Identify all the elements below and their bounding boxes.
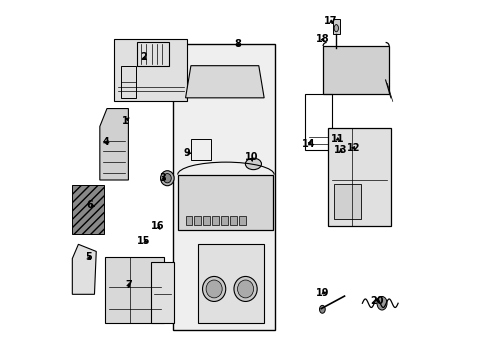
Bar <box>194 216 201 225</box>
Text: 6: 6 <box>87 200 93 210</box>
Bar <box>230 216 236 225</box>
Text: 19: 19 <box>316 288 329 297</box>
Bar <box>332 19 339 33</box>
Ellipse shape <box>160 171 174 186</box>
Bar <box>333 184 360 219</box>
Bar <box>328 128 390 226</box>
Bar <box>212 216 218 225</box>
Ellipse shape <box>376 296 386 310</box>
Text: 5: 5 <box>85 252 92 262</box>
Bar <box>105 257 164 323</box>
Text: 15: 15 <box>137 236 150 246</box>
Text: 16: 16 <box>151 221 164 231</box>
Bar <box>114 39 187 102</box>
Text: 9: 9 <box>183 148 190 158</box>
Bar <box>178 175 272 230</box>
Text: 7: 7 <box>125 280 131 291</box>
Text: 4: 4 <box>102 138 109 148</box>
Text: 3: 3 <box>160 173 166 183</box>
Bar <box>323 46 388 94</box>
Ellipse shape <box>245 158 261 170</box>
Text: 17: 17 <box>323 16 336 26</box>
Bar <box>173 44 274 330</box>
Bar <box>305 94 331 150</box>
Bar <box>239 216 245 225</box>
Polygon shape <box>185 66 264 98</box>
Ellipse shape <box>163 174 171 183</box>
Bar <box>190 139 210 160</box>
Text: 13: 13 <box>333 145 347 155</box>
Text: 11: 11 <box>330 134 344 144</box>
Ellipse shape <box>233 276 257 301</box>
Ellipse shape <box>202 276 225 301</box>
Ellipse shape <box>237 280 253 298</box>
Ellipse shape <box>205 280 222 298</box>
Text: 20: 20 <box>369 296 383 306</box>
Bar <box>121 66 135 98</box>
Text: 12: 12 <box>346 143 360 153</box>
Bar <box>185 216 192 225</box>
Ellipse shape <box>333 24 338 32</box>
Text: 18: 18 <box>315 34 328 44</box>
Text: 1: 1 <box>121 116 128 126</box>
Bar <box>221 216 227 225</box>
Polygon shape <box>100 109 128 180</box>
Bar <box>203 216 209 225</box>
Bar <box>72 185 104 234</box>
Text: 8: 8 <box>233 39 240 49</box>
Bar <box>151 262 174 323</box>
Text: 14: 14 <box>302 139 315 149</box>
Text: 10: 10 <box>244 152 258 162</box>
Text: 2: 2 <box>140 52 147 62</box>
Bar <box>198 244 264 323</box>
Bar <box>137 42 169 66</box>
Polygon shape <box>72 244 96 294</box>
Ellipse shape <box>319 305 325 313</box>
